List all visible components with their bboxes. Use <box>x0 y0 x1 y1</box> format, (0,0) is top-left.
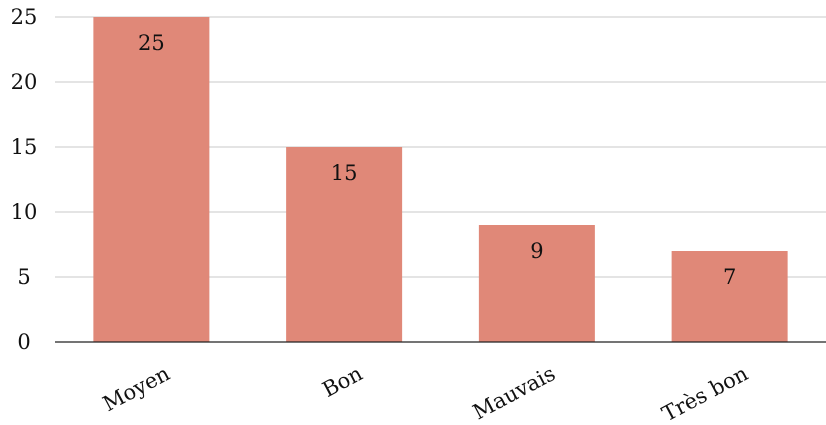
x-category-label: Bon <box>318 361 366 402</box>
y-tick-label: 0 <box>17 330 30 354</box>
x-category-label: Moyen <box>99 361 174 416</box>
y-tick-label: 10 <box>11 200 38 224</box>
data-labels: 25 15 9 7 <box>138 31 736 289</box>
bars <box>93 17 788 342</box>
data-label: 15 <box>331 161 358 185</box>
bar-mauvais <box>478 225 595 342</box>
x-category-label: Mauvais <box>469 361 559 424</box>
y-tick-label: 20 <box>11 70 38 94</box>
bar-moyen <box>93 17 210 342</box>
y-tick-label: 15 <box>11 135 38 159</box>
y-tick-label: 25 <box>11 5 38 29</box>
y-tick-label: 5 <box>17 265 30 289</box>
y-axis-tick-labels: 0 5 10 15 20 25 <box>11 5 38 354</box>
x-category-label: Très bon <box>658 361 752 425</box>
x-axis-category-labels: Moyen Bon Mauvais Très bon <box>99 361 752 425</box>
bar-bon <box>286 147 403 342</box>
bar-très-bon <box>671 251 788 342</box>
data-label: 7 <box>723 265 736 289</box>
data-label: 9 <box>530 239 543 263</box>
data-label: 25 <box>138 31 165 55</box>
